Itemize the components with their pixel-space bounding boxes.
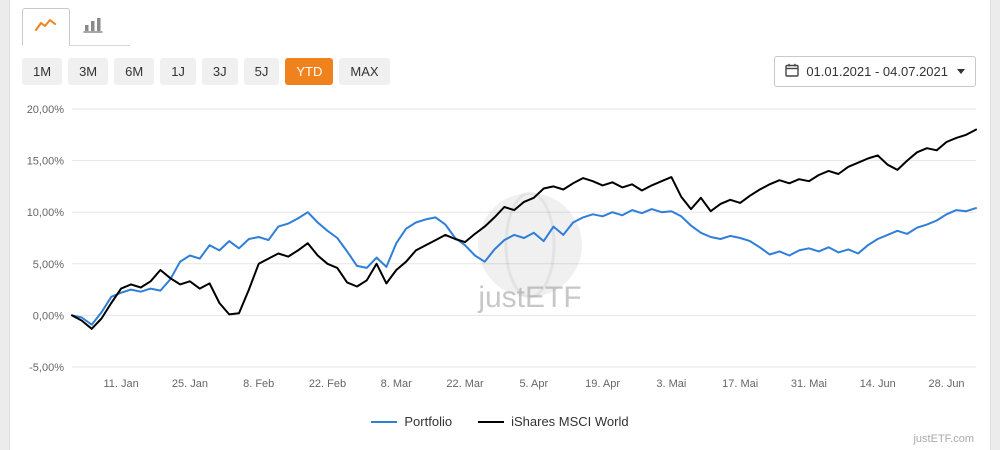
range-button-ytd[interactable]: YTD (285, 58, 334, 85)
svg-text:8. Mar: 8. Mar (381, 378, 413, 390)
tab-line-chart[interactable] (22, 8, 70, 46)
range-button-5j[interactable]: 5J (243, 58, 280, 85)
portfolio-line-swatch (371, 420, 398, 423)
calendar-icon (785, 63, 800, 80)
svg-text:22. Mar: 22. Mar (446, 378, 484, 390)
app-window: 1M 3M 6M 1J 3J 5J YTD MAX 01.01.2021 - 0… (9, 0, 991, 450)
svg-text:28. Jun: 28. Jun (928, 378, 964, 390)
svg-text:8. Feb: 8. Feb (243, 378, 274, 390)
svg-text:20,00%: 20,00% (27, 104, 65, 116)
range-button-3j[interactable]: 3J (201, 58, 238, 85)
svg-text:14. Jun: 14. Jun (860, 378, 896, 390)
chart-legend: Portfolio iShares MSCI World (10, 414, 990, 429)
legend-label-benchmark: iShares MSCI World (511, 414, 629, 429)
svg-text:31. Mai: 31. Mai (791, 378, 827, 390)
svg-text:11. Jan: 11. Jan (103, 378, 138, 390)
y-grid (72, 108, 976, 368)
svg-text:17. Mai: 17. Mai (722, 378, 758, 390)
svg-text:-5,00%: -5,00% (29, 362, 64, 374)
svg-text:3. Mai: 3. Mai (656, 378, 686, 390)
legend-label-portfolio: Portfolio (404, 414, 453, 429)
chart-toolbar: 1M 3M 6M 1J 3J 5J YTD MAX 01.01.2021 - 0… (10, 46, 990, 95)
time-range-buttons: 1M 3M 6M 1J 3J 5J YTD MAX (22, 58, 390, 85)
svg-text:justETF: justETF (477, 281, 581, 314)
legend-item-benchmark[interactable]: iShares MSCI World (478, 414, 629, 429)
svg-text:15,00%: 15,00% (27, 156, 65, 168)
range-button-max[interactable]: MAX (339, 58, 390, 85)
performance-chart[interactable]: 20,00% 15,00% 10,00% 5,00% 0,00% -5,00% 11. Ja… (22, 95, 978, 407)
series-line-1 (71, 128, 977, 330)
svg-text:5. Apr: 5. Apr (519, 378, 548, 390)
svg-text:25. Jan: 25. Jan (172, 378, 208, 390)
bar-chart-icon (83, 17, 103, 38)
date-range-value: 01.01.2021 - 04.07.2021 (806, 64, 948, 79)
watermark: justETF (477, 191, 582, 314)
brand-footer: justETF.com (913, 433, 974, 445)
range-button-1m[interactable]: 1M (22, 58, 63, 85)
svg-text:10,00%: 10,00% (27, 207, 65, 219)
svg-text:5,00%: 5,00% (33, 259, 64, 271)
legend-item-portfolio[interactable]: Portfolio (371, 414, 452, 429)
range-button-3m[interactable]: 3M (68, 58, 109, 85)
chart-area: 20,00% 15,00% 10,00% 5,00% 0,00% -5,00% 11. Ja… (10, 95, 990, 412)
range-button-6m[interactable]: 6M (114, 58, 155, 85)
caret-down-icon (957, 69, 965, 74)
series-line-0 (71, 207, 977, 326)
svg-text:19. Apr: 19. Apr (585, 378, 620, 390)
range-button-1j[interactable]: 1J (160, 58, 196, 85)
tab-bar-chart[interactable] (70, 8, 116, 46)
date-range-picker[interactable]: 01.01.2021 - 04.07.2021 (774, 56, 976, 87)
line-chart-icon (35, 17, 57, 38)
svg-text:0,00%: 0,00% (33, 310, 64, 322)
chart-type-tabs (22, 8, 130, 46)
x-axis-labels: 11. Jan 25. Jan 8. Feb 22. Feb 8. Mar 22. Mar… (103, 378, 964, 390)
y-axis-labels: 20,00% 15,00% 10,00% 5,00% 0,00% -5,00% (27, 104, 65, 374)
svg-text:22. Feb: 22. Feb (309, 378, 346, 390)
benchmark-line-swatch (478, 420, 505, 423)
